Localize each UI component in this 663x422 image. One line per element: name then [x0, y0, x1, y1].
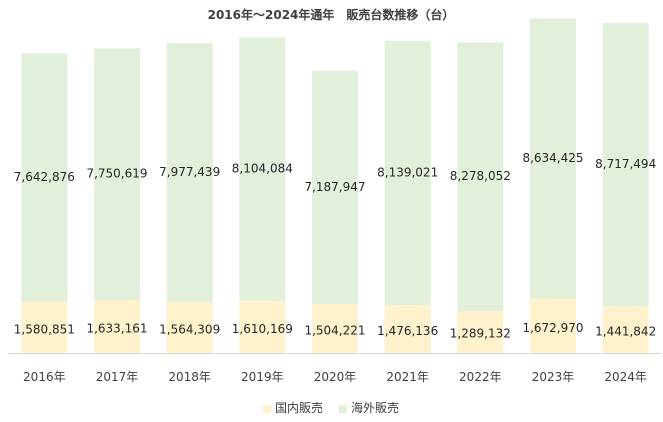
data-label: 8,278,052 — [450, 169, 511, 183]
data-label: 1,504,221 — [304, 324, 365, 338]
data-label: 1,672,970 — [522, 321, 583, 335]
bar-domestic — [166, 302, 213, 353]
x-axis-ticks: 2016年 2017年 2018年 2019年 2020年 2021年 2022年 2023年… — [23, 370, 647, 384]
bar-domestic — [384, 305, 431, 353]
x-tick-label: 2019年 — [241, 370, 284, 384]
bar-overseas — [312, 70, 358, 305]
data-label: 7,750,619 — [86, 167, 147, 181]
legend-label: 海外販売 — [351, 400, 399, 415]
bar-overseas — [530, 18, 576, 299]
bar-overseas — [239, 37, 286, 301]
x-tick-label: 2020年 — [314, 370, 357, 384]
bar-domestic — [530, 298, 576, 353]
plot-area: 1,580,851 7,642,876 1,633,161 7,750,619 1,56… — [14, 18, 656, 353]
legend: 国内販売 海外販売 — [263, 400, 399, 415]
data-label: 8,717,494 — [595, 157, 656, 171]
chart-title: 2016年～2024年通年 販売台数推移（台） — [208, 7, 455, 22]
data-label: 1,580,851 — [14, 322, 75, 336]
data-label: 1,564,309 — [159, 323, 220, 337]
data-label: 1,476,136 — [377, 324, 438, 338]
x-tick-label: 2022年 — [459, 370, 502, 384]
x-tick-label: 2018年 — [168, 370, 211, 384]
bar-overseas — [384, 40, 431, 306]
bar-overseas — [602, 23, 649, 307]
data-label: 8,634,425 — [522, 151, 583, 165]
data-label: 7,977,439 — [159, 165, 220, 179]
data-label: 1,441,842 — [595, 324, 656, 338]
legend-label: 国内販売 — [275, 400, 323, 415]
bar-domestic — [21, 301, 68, 353]
bar-domestic — [239, 300, 286, 353]
bar-overseas — [457, 42, 504, 312]
legend-swatch — [263, 405, 271, 413]
data-label: 8,139,021 — [377, 165, 438, 179]
x-tick-label: 2017年 — [96, 370, 139, 384]
data-label: 1,610,169 — [232, 322, 293, 336]
data-label: 7,187,947 — [304, 180, 365, 194]
bar-domestic — [312, 304, 358, 353]
x-tick-label: 2021年 — [386, 370, 429, 384]
bar-domestic — [457, 311, 504, 353]
data-label: 8,104,084 — [232, 162, 293, 176]
x-tick-label: 2024年 — [604, 370, 647, 384]
data-label: 1,289,132 — [450, 327, 511, 341]
legend-swatch — [339, 405, 347, 413]
bar-domestic — [602, 306, 649, 353]
x-tick-label: 2016年 — [23, 370, 66, 384]
x-tick-label: 2023年 — [532, 370, 575, 384]
bar-overseas — [21, 53, 68, 302]
bar-overseas — [94, 48, 140, 300]
data-label: 7,642,876 — [14, 170, 75, 184]
data-label: 1,633,161 — [86, 322, 147, 336]
bar-overseas — [166, 43, 213, 303]
bar-domestic — [94, 299, 140, 353]
